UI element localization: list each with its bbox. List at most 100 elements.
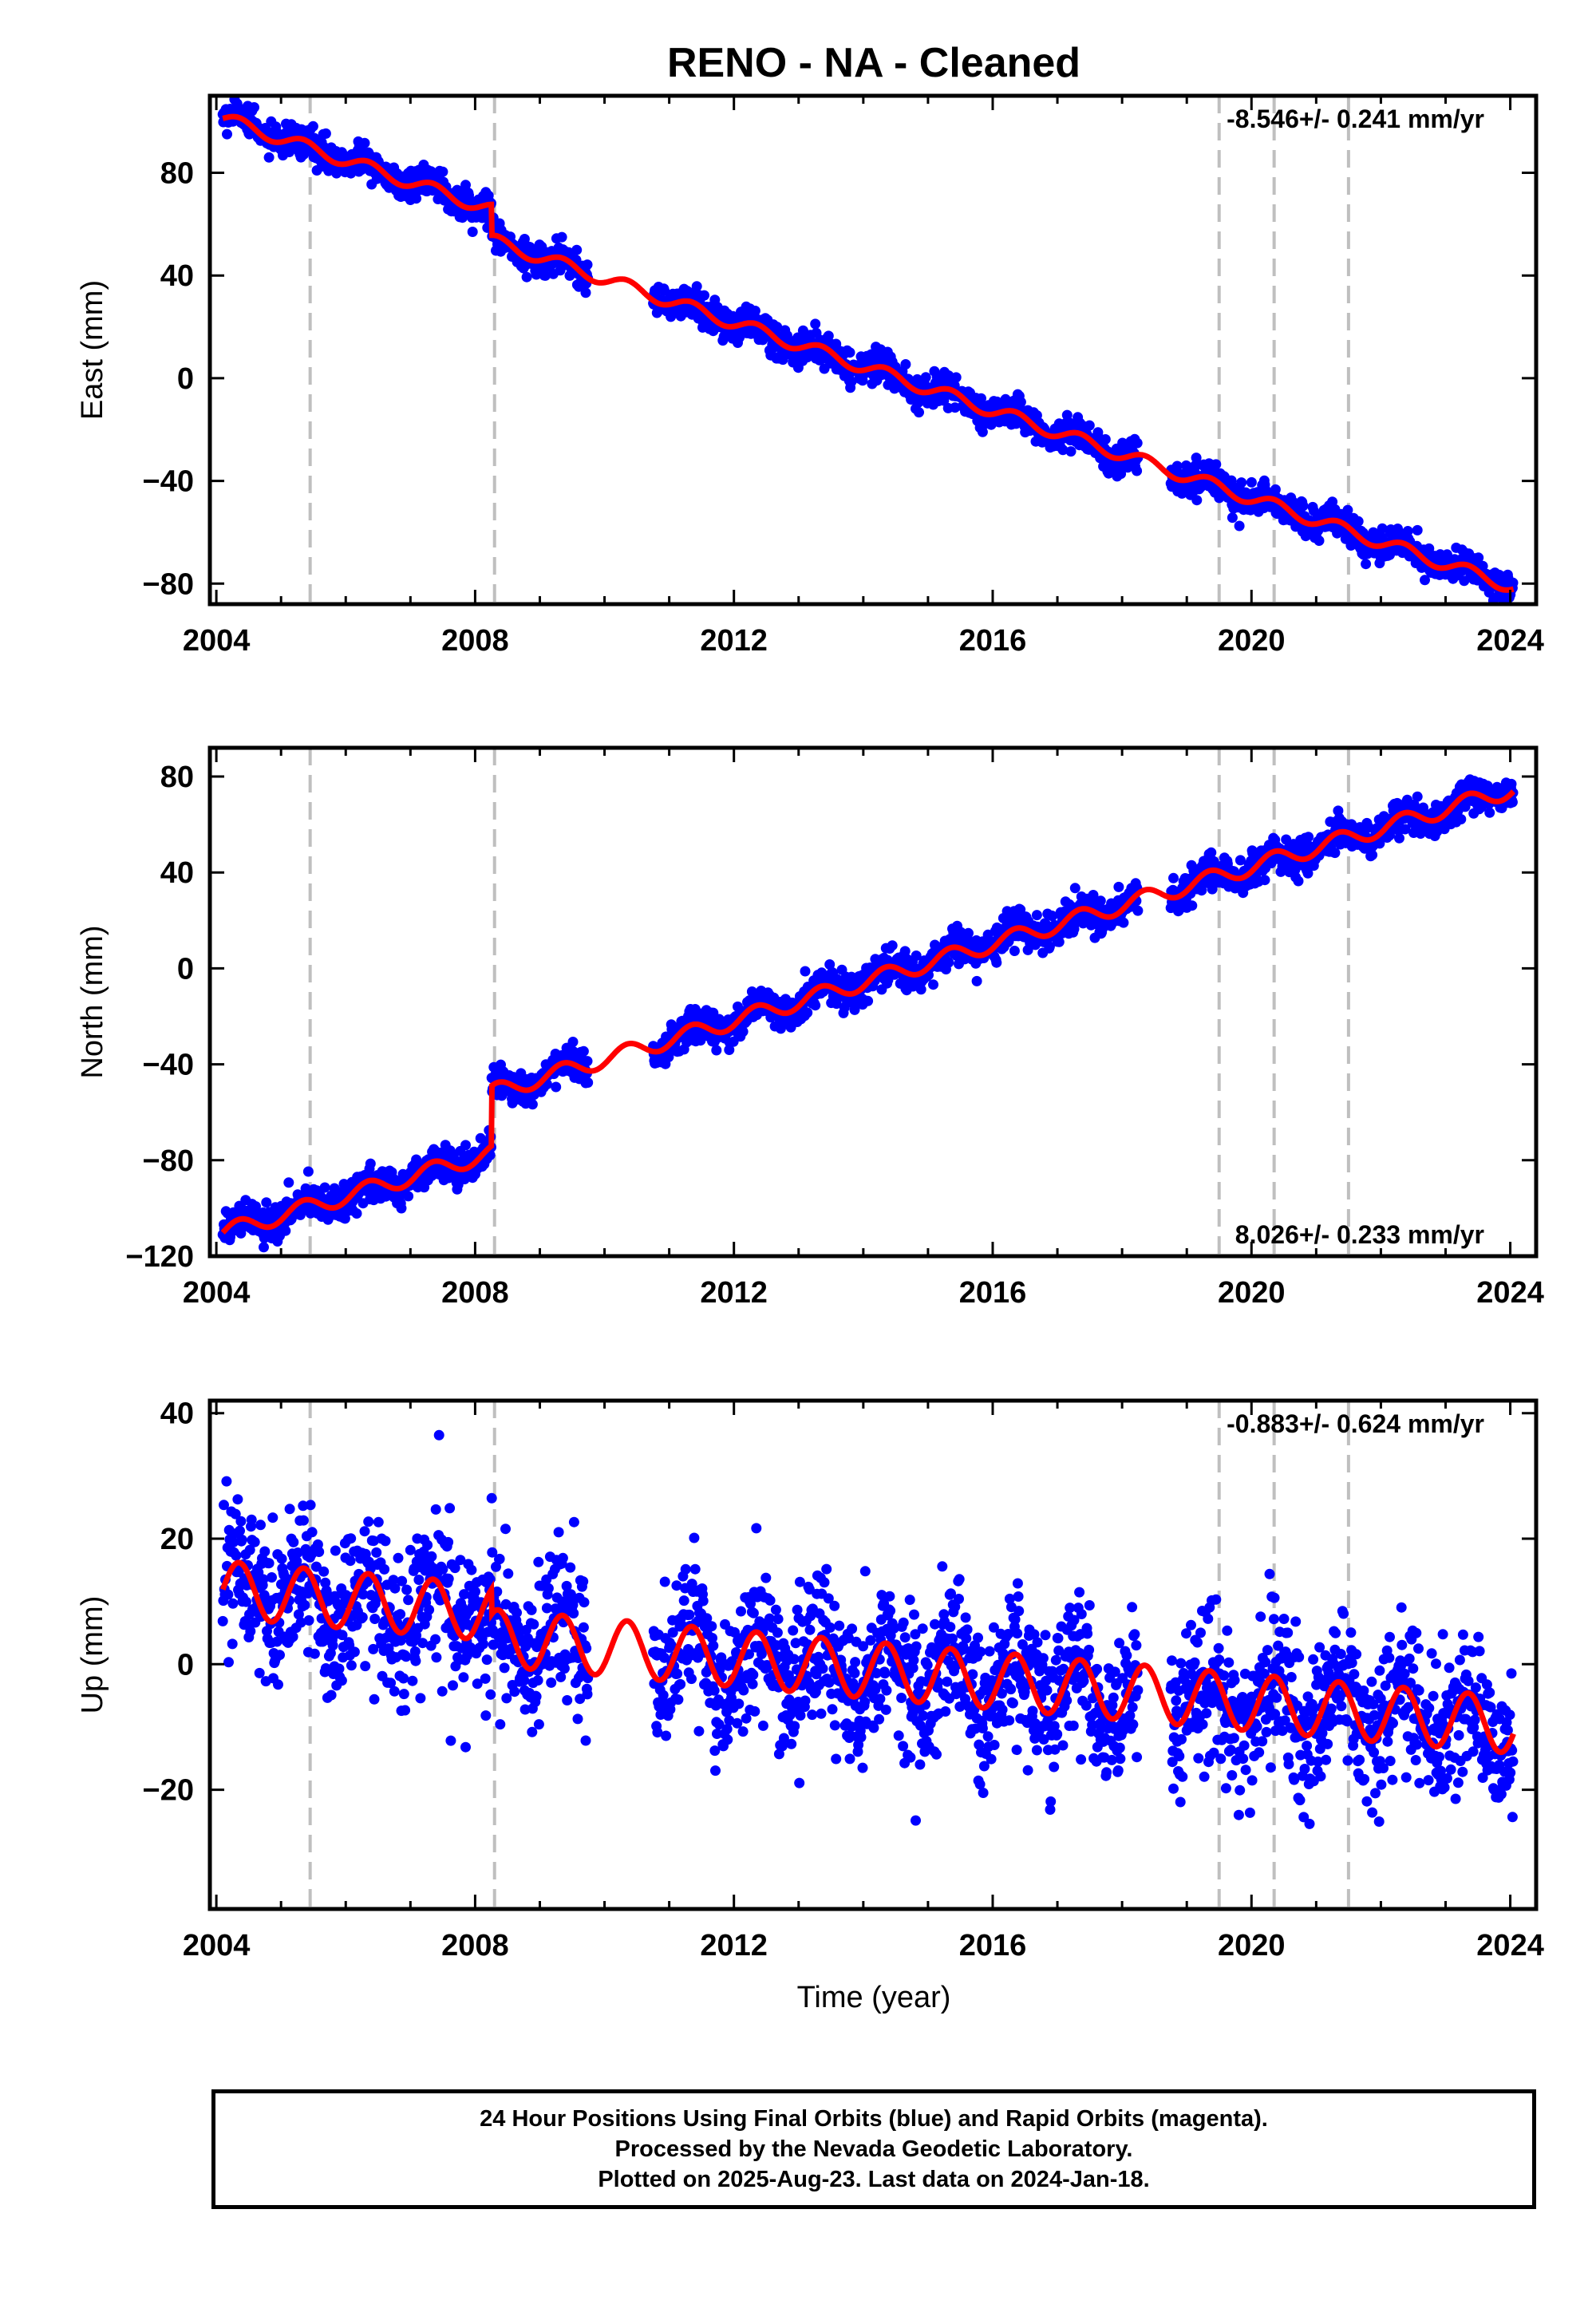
data-point <box>1412 524 1423 536</box>
data-point <box>255 1520 266 1531</box>
data-point <box>1314 536 1325 546</box>
data-point <box>346 1660 357 1671</box>
data-point <box>1168 872 1179 883</box>
data-point <box>1065 446 1077 457</box>
data-point <box>389 1686 400 1697</box>
data-point <box>1456 814 1467 824</box>
data-point <box>275 1650 285 1661</box>
data-point <box>227 1638 238 1650</box>
x-tick-label: 2020 <box>1218 1276 1286 1310</box>
data-point <box>369 1694 380 1705</box>
data-point <box>283 1177 294 1188</box>
data-point <box>1211 459 1222 470</box>
data-point <box>336 1675 347 1686</box>
data-point <box>460 1140 471 1151</box>
data-point <box>1009 946 1020 956</box>
data-point <box>1236 477 1247 488</box>
data-point <box>1132 905 1144 916</box>
data-point <box>578 1045 589 1057</box>
data-point <box>1191 495 1203 506</box>
data-point <box>303 1614 314 1626</box>
data-point <box>398 1673 409 1684</box>
data-point <box>267 1512 279 1524</box>
data-point <box>327 1640 338 1651</box>
data-point <box>249 1536 260 1547</box>
data-point <box>772 322 783 333</box>
data-point <box>1367 849 1378 860</box>
data-point <box>976 393 986 404</box>
data-point <box>360 1661 371 1672</box>
data-point <box>299 1599 310 1611</box>
data-point <box>580 287 591 298</box>
data-point <box>359 1526 370 1537</box>
data-point <box>236 1534 247 1545</box>
data-point <box>320 128 331 139</box>
north-rate-label: 8.026+/- 0.233 mm/yr <box>1235 1220 1484 1249</box>
data-point <box>844 347 855 358</box>
data-point <box>1303 832 1314 843</box>
data-point <box>1402 526 1413 536</box>
data-point <box>345 1555 356 1567</box>
data-point <box>971 975 982 986</box>
data-point <box>287 1631 298 1642</box>
data-point <box>437 166 448 177</box>
data-point <box>863 995 874 1006</box>
data-point <box>846 376 857 387</box>
data-point <box>1187 900 1198 911</box>
chart-title: RENO - NA - Cleaned <box>667 40 1080 86</box>
data-point <box>571 244 583 255</box>
data-point <box>699 290 709 301</box>
data-point <box>246 1514 257 1525</box>
data-point <box>800 966 811 977</box>
data-point <box>943 957 954 968</box>
data-point <box>223 1589 234 1600</box>
data-point <box>267 1572 277 1583</box>
data-point <box>1069 883 1080 894</box>
x-tick-label: 2016 <box>959 624 1027 658</box>
data-point <box>231 1550 242 1561</box>
data-point <box>914 407 924 418</box>
y-tick-label: −40 <box>143 465 194 499</box>
data-point <box>567 1037 579 1047</box>
data-point <box>400 1705 411 1716</box>
data-point <box>371 1547 382 1558</box>
y-tick-label: 40 <box>160 856 194 890</box>
data-point <box>284 1504 295 1515</box>
data-point <box>900 359 911 370</box>
data-point <box>363 1516 374 1528</box>
data-point <box>1270 484 1281 495</box>
data-point <box>245 1626 256 1637</box>
y-tick-label: −80 <box>143 567 194 601</box>
y-tick-label: −120 <box>125 1240 194 1274</box>
data-point <box>1377 523 1388 534</box>
data-point <box>1412 791 1423 802</box>
data-point <box>1477 560 1488 571</box>
data-point <box>691 281 702 292</box>
data-point <box>276 1553 287 1564</box>
data-point <box>991 957 1002 968</box>
y-tick-label: −80 <box>143 1144 194 1178</box>
data-point <box>261 1197 272 1208</box>
data-point <box>1227 512 1238 524</box>
data-point <box>1361 559 1372 570</box>
data-point <box>802 1007 813 1018</box>
x-tick-label: 2024 <box>1476 624 1544 658</box>
data-point <box>1353 516 1364 527</box>
data-point <box>1506 778 1517 789</box>
data-point <box>737 1026 749 1037</box>
data-point <box>582 259 593 271</box>
data-point <box>259 1546 271 1557</box>
data-point <box>357 1612 368 1622</box>
data-point <box>369 1614 381 1624</box>
up-data-points <box>217 1429 1519 1829</box>
data-point <box>1420 575 1430 586</box>
data-point <box>403 1595 414 1606</box>
y-tick-label: −40 <box>143 1049 194 1082</box>
data-point <box>582 1056 593 1067</box>
y-tick-label: 80 <box>160 157 194 191</box>
data-point <box>263 1558 275 1569</box>
data-point <box>306 1527 318 1538</box>
data-point <box>887 940 898 951</box>
data-point <box>273 1679 283 1690</box>
data-point <box>235 1516 247 1527</box>
